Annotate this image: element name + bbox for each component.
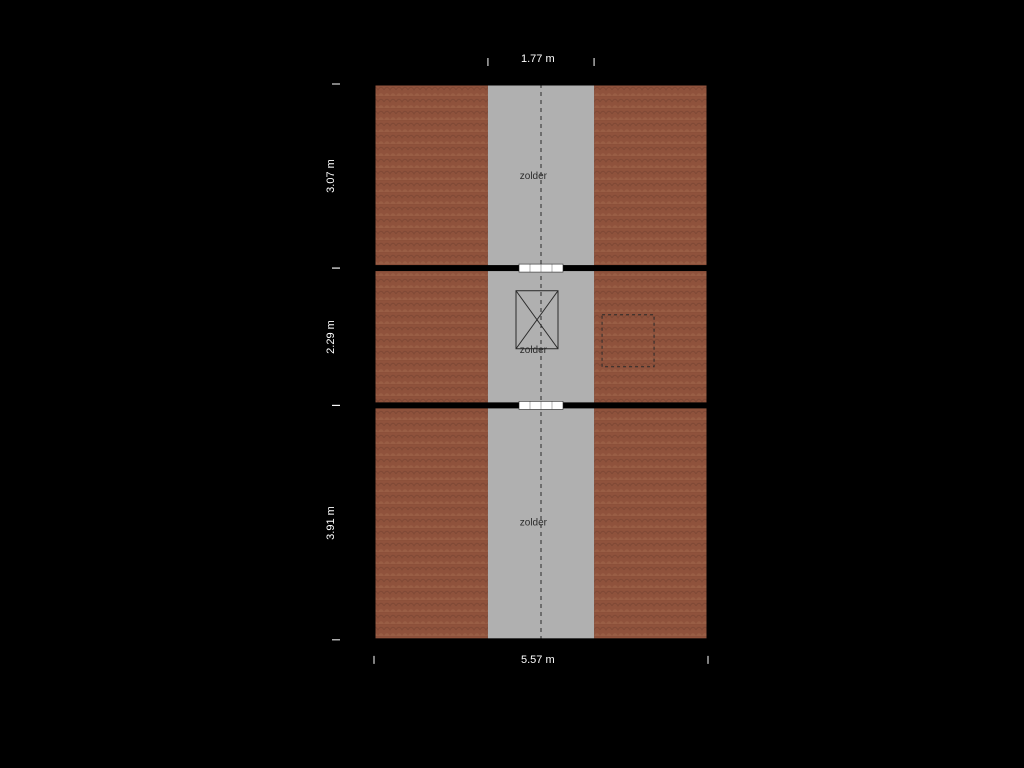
- floorplan-svg: zolder zolder zolder: [0, 0, 1024, 768]
- dim-left-1: 2.29 m: [325, 320, 337, 354]
- dim-left-0: 3.07 m: [325, 159, 337, 193]
- room-label: zolder: [520, 345, 548, 356]
- dim-bottom: 5.57 m: [521, 654, 555, 666]
- dim-top: 1.77 m: [521, 53, 555, 65]
- room-label: zolder: [520, 518, 548, 529]
- floorplan-stage: zolder zolder zolder 1.77 m 5.57 m 3.07 m 2.2…: [0, 0, 1024, 768]
- dim-left-2: 3.91 m: [325, 506, 337, 540]
- room-label: zolder: [520, 171, 548, 182]
